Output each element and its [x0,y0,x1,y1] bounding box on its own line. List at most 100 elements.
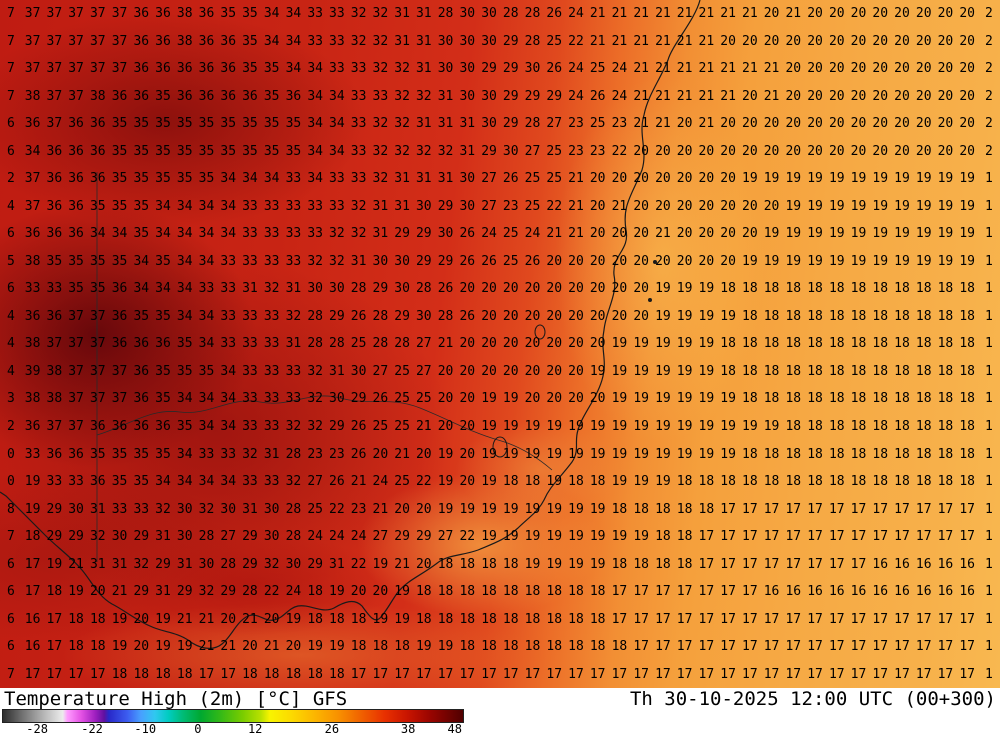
temp-value: 17 [872,611,889,627]
temp-value: 20 [372,446,389,462]
grid-row: 6 36 36 36 34 34 35 34 34 34 34 33 33 33 33 32 32 31 29 29 3… [0,220,1000,248]
temp-value: 33 [24,281,41,297]
temp-value: 19 [807,253,823,269]
temp-value: 18 [176,666,193,682]
temp-value: 19 [611,529,628,545]
temp-value: 18 [742,363,758,379]
temp-value: 19 [329,639,345,655]
temp-value: 20 [524,308,541,324]
temp-value: 30 [220,501,237,517]
temp-value: 17 [676,639,693,655]
temp-value: 17 [894,529,910,545]
temp-value: 20 [633,226,649,242]
temp-value: 35 [155,88,171,104]
grid-row: 7 38 37 37 38 36 36 35 36 36 36 36 35 36 34 34 33 33 32 32 3… [0,83,1000,111]
temp-value: 31 [437,171,454,187]
temp-value: 16 [828,584,845,600]
temp-value: 6 [6,556,15,572]
temp-value: 19 [850,226,867,242]
temp-value: 36 [220,33,237,49]
temp-value: 19 [394,611,410,627]
temp-value: 35 [111,446,128,462]
temp-value: 31 [329,363,345,379]
temp-value: 18 [546,639,563,655]
temp-value: 21 [720,61,736,77]
temp-value: 30 [437,61,454,77]
temp-value: 17 [785,639,802,655]
temp-value: 28 [329,336,345,352]
temp-value: 1 [985,226,993,242]
grid-row: 6 16 17 18 18 19 20 19 19 21 21 20 21 20 19 19 18 18 18 19 1… [0,633,1000,661]
temp-value: 35 [242,143,258,159]
temp-value: 35 [263,143,280,159]
temp-value: 27 [372,529,389,545]
colorbar-tick-label: 38 [400,722,416,733]
temp-value: 27 [415,336,432,352]
temp-value: 28 [524,33,541,49]
temp-value: 20 [242,639,258,655]
temp-value: 19 [481,474,497,490]
temp-value: 21 [655,6,671,22]
temp-value: 35 [133,226,150,242]
temp-value: 34 [133,281,150,297]
temp-value: 18 [372,639,389,655]
temp-value: 36 [89,116,106,132]
temp-value: 20 [828,33,845,49]
temp-value: 16 [915,556,932,572]
temp-value: 19 [481,418,497,434]
temp-value: 36 [133,363,150,379]
temp-value: 1 [985,171,993,187]
temp-value: 17 [24,666,41,682]
temp-value: 17 [937,639,954,655]
temp-value: 35 [198,171,215,187]
temp-value: 34 [263,6,280,22]
temp-value: 17 [850,666,867,682]
temp-value: 17 [850,639,867,655]
temp-value: 20 [133,611,150,627]
temp-value: 21 [394,446,410,462]
temp-value: 17 [198,666,215,682]
temp-value: 20 [633,281,649,297]
temp-value: 18 [850,281,867,297]
temp-value: 38 [46,391,63,407]
grid-row: 8 19 29 30 31 33 33 32 30 32 30 31 30 28 25 22 23 21 20 20 1… [0,495,1000,523]
temp-value: 18 [459,611,476,627]
colorbar-tick-label: -28 [26,722,48,733]
temp-value: 37 [24,33,41,49]
temp-value: 32 [307,391,323,407]
temp-value: 20 [589,336,606,352]
temp-value: 30 [459,61,476,77]
temp-value: 30 [481,6,497,22]
temp-value: 19 [676,446,693,462]
temp-value: 33 [285,253,302,269]
temp-value: 20 [894,143,910,159]
temp-value: 36 [111,308,128,324]
temp-value: 36 [24,418,41,434]
temp-value: 20 [546,281,563,297]
temp-value: 20 [807,33,823,49]
temp-value: 21 [720,6,736,22]
temp-value: 20 [872,6,889,22]
temp-value: 32 [394,116,410,132]
temp-value: 17 [742,556,758,572]
temp-value: 2 [985,143,993,159]
temp-value: 28 [307,308,323,324]
temp-value: 16 [915,584,932,600]
grid-row: 2 36 37 37 36 36 36 36 35 34 34 33 33 32 32 29 26 25 25 21 2… [0,413,1000,441]
temp-value: 2 [985,88,993,104]
temp-value: 26 [350,446,367,462]
temp-value: 27 [220,529,237,545]
temp-value: 34 [220,418,237,434]
temp-value: 31 [394,6,410,22]
temp-value: 19 [850,253,867,269]
temp-value: 19 [872,171,889,187]
temp-value: 35 [242,61,258,77]
temp-value: 17 [698,556,715,572]
temp-value: 21 [655,88,671,104]
temp-value: 1 [985,253,993,269]
temp-value: 19 [807,226,823,242]
temp-value: 20 [459,446,476,462]
temp-value: 25 [589,116,606,132]
temp-value: 16 [894,584,910,600]
temp-value: 26 [437,281,454,297]
